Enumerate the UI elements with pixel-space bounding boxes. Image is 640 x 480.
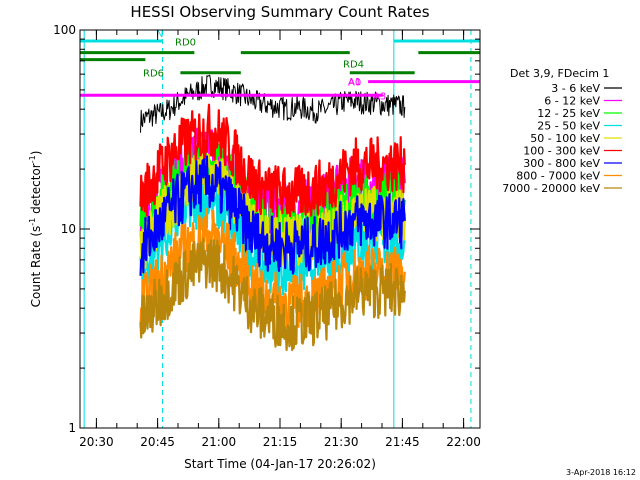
legend-entry-label: 800 - 7000 keV bbox=[516, 170, 600, 183]
y-axis-label-close: ) bbox=[29, 151, 43, 156]
y-tick-label: 1 bbox=[68, 421, 76, 435]
series-line bbox=[139, 155, 406, 276]
x-axis-label: Start Time (04-Jan-17 20:26:02) bbox=[184, 457, 376, 471]
legend-entry-label: 6 - 12 keV bbox=[544, 95, 600, 108]
legend-entry-label: 25 - 50 keV bbox=[537, 120, 600, 133]
x-tick-label: 22:00 bbox=[446, 435, 481, 449]
flag-label: A3 bbox=[373, 91, 386, 102]
flag-label: A0 bbox=[348, 78, 361, 89]
y-axis-label-exponent-2: -1 bbox=[28, 155, 37, 163]
legend-entry-label: 100 - 300 keV bbox=[523, 145, 600, 158]
legend-entry-label: 7000 - 20000 keV bbox=[502, 182, 600, 195]
legend-title: Det 3,9, FDecim 1 bbox=[510, 67, 609, 80]
series-line bbox=[139, 237, 406, 352]
y-axis-label-unit: detector bbox=[29, 163, 43, 218]
y-axis: 1 10 100 bbox=[53, 23, 480, 435]
series-line bbox=[139, 103, 406, 218]
x-tick-label: 21:30 bbox=[324, 435, 359, 449]
flag-label: A1 bbox=[348, 77, 361, 88]
flag-label: RD4 bbox=[343, 60, 364, 71]
footer-date: 3-Apr-2018 16:12 bbox=[566, 468, 636, 477]
legend-entry-label: 3 - 6 keV bbox=[551, 82, 600, 95]
legend-entry-label: 300 - 800 keV bbox=[523, 157, 600, 170]
x-tick-label: 21:15 bbox=[263, 435, 298, 449]
flag-label: N bbox=[156, 29, 163, 40]
y-axis-label: Count Rate (s-1 detector-1) bbox=[28, 151, 43, 308]
y-axis-label-text: Count Rate (s bbox=[29, 226, 43, 308]
y-tick-label: 100 bbox=[53, 23, 76, 37]
x-tick-label: 21:00 bbox=[202, 435, 237, 449]
y-tick-label: 10 bbox=[61, 222, 76, 236]
legend-entry-label: 50 - 100 keV bbox=[530, 132, 600, 145]
y-axis-label-exponent: -1 bbox=[28, 218, 37, 226]
chart-title: HESSI Observing Summary Count Rates bbox=[130, 3, 429, 21]
x-tick-label: 21:45 bbox=[385, 435, 420, 449]
legend-entry-label: 12 - 25 keV bbox=[537, 107, 600, 120]
flag-label: RD6 bbox=[143, 69, 164, 80]
series-line bbox=[140, 74, 406, 133]
flag-label: RD0 bbox=[175, 38, 196, 49]
x-tick-label: 20:30 bbox=[79, 435, 114, 449]
x-tick-label: 20:45 bbox=[140, 435, 175, 449]
plot-area: N RD0 RD6 RD4 A0 A3 A1 bbox=[80, 29, 480, 428]
x-axis: 20:30 20:45 21:00 21:15 21:30 21:45 22:00 bbox=[79, 30, 481, 449]
